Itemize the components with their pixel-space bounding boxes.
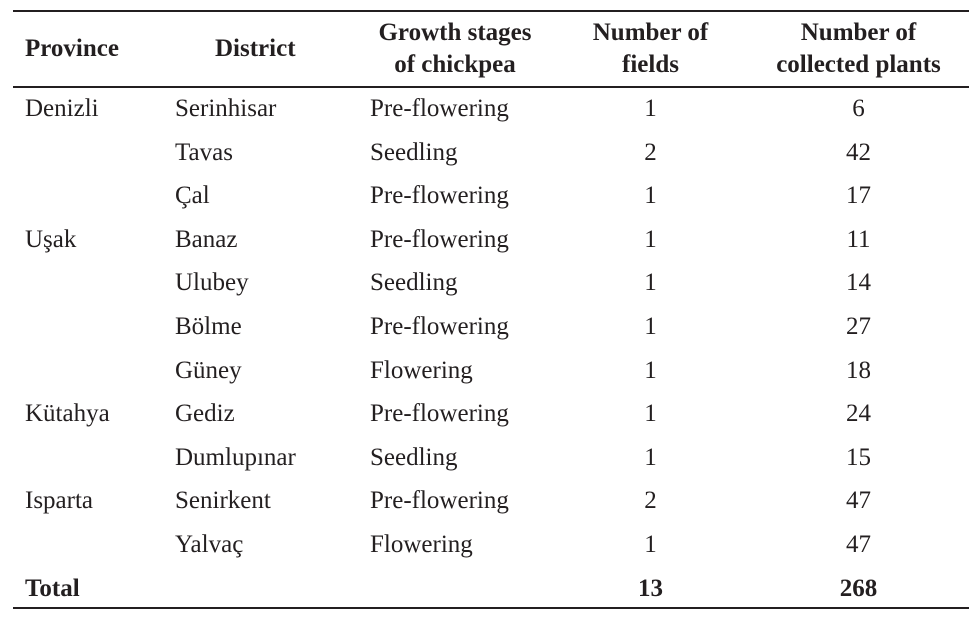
fields-cell: 2 (644, 487, 657, 515)
table-row: Güney Flowering 1 18 (13, 349, 969, 393)
total-row: Total 13 268 (13, 567, 969, 611)
fields-cell: 1 (644, 443, 657, 471)
plants-cell: 17 (846, 182, 871, 210)
top-rule (13, 10, 969, 12)
growth-stage-cell: Flowering (370, 531, 473, 558)
table-row: Bölme Pre-flowering 1 27 (13, 305, 969, 349)
growth-stage-cell: Pre-flowering (370, 225, 509, 253)
growth-stage-cell: Pre-flowering (370, 313, 509, 340)
table-row: Kütahya Gediz Pre-flowering 1 24 (13, 392, 969, 436)
header-rule (13, 86, 969, 88)
plants-cell: 15 (846, 443, 871, 471)
plants-cell: 11 (846, 225, 871, 253)
header-plants-line1: Number of (800, 19, 917, 46)
fields-cell: 1 (644, 531, 657, 558)
growth-stage-cell: Pre-flowering (370, 487, 509, 515)
district-cell: Çal (175, 182, 210, 210)
growth-stage-cell: Pre-flowering (370, 95, 509, 122)
header-district: District (215, 12, 296, 86)
header-fields-line1: Number of (592, 19, 709, 46)
fields-cell: 1 (644, 95, 657, 122)
plants-cell: 6 (852, 95, 865, 122)
header-number-of-fields: Number of fields (572, 12, 729, 86)
plants-cell: 47 (846, 487, 871, 515)
plants-cell: 14 (846, 269, 871, 297)
province-cell: Kütahya (25, 400, 110, 428)
header-district-label: District (215, 35, 296, 62)
fields-cell: 1 (644, 313, 657, 340)
growth-stage-cell: Flowering (370, 356, 473, 384)
province-cell: Uşak (25, 225, 77, 253)
table-row: Çal Pre-flowering 1 17 (13, 174, 969, 218)
fields-cell: 1 (644, 182, 657, 210)
table-row: Isparta Senirkent Pre-flowering 2 47 (13, 479, 969, 523)
growth-stage-cell: Pre-flowering (370, 400, 509, 428)
fields-cell: 2 (644, 138, 657, 166)
district-cell: Bölme (175, 313, 242, 340)
district-cell: Banaz (175, 225, 238, 253)
total-plants-cell: 268 (839, 574, 878, 602)
table-row: Yalvaç Flowering 1 47 (13, 523, 969, 567)
header-fields-line2: fields (622, 51, 679, 78)
plants-cell: 47 (846, 531, 871, 558)
province-cell: Isparta (25, 487, 94, 515)
table-row: Tavas Seedling 2 42 (13, 131, 969, 175)
header-plants-line2: collected plants (776, 51, 941, 78)
bottom-rule (13, 607, 969, 609)
plants-cell: 18 (846, 356, 871, 384)
district-cell: Serinhisar (175, 95, 277, 122)
district-cell: Gediz (175, 400, 235, 428)
district-cell: Dumlupınar (175, 443, 296, 471)
plants-cell: 24 (846, 400, 871, 428)
table-row: Ulubey Seedling 1 14 (13, 261, 969, 305)
header-growth-stage-line1: Growth stages (378, 19, 532, 46)
province-cell: Denizli (25, 95, 99, 122)
table-row: Dumlupınar Seedling 1 15 (13, 436, 969, 480)
plants-cell: 42 (846, 138, 871, 166)
fields-cell: 1 (644, 269, 657, 297)
fields-cell: 1 (644, 225, 657, 253)
total-label: Total (25, 574, 80, 602)
growth-stage-cell: Pre-flowering (370, 182, 509, 210)
district-cell: Güney (175, 356, 242, 384)
district-cell: Ulubey (175, 269, 249, 297)
growth-stage-cell: Seedling (370, 443, 458, 471)
total-fields-cell: 13 (638, 574, 663, 602)
table-row: Denizli Serinhisar Pre-flowering 1 6 (13, 87, 969, 131)
growth-stage-cell: Seedling (370, 269, 458, 297)
header-number-of-collected-plants: Number of collected plants (761, 12, 956, 86)
district-cell: Tavas (175, 138, 233, 166)
district-cell: Senirkent (175, 487, 271, 515)
fields-cell: 1 (644, 356, 657, 384)
table-row: Uşak Banaz Pre-flowering 1 11 (13, 218, 969, 262)
growth-stage-cell: Seedling (370, 138, 458, 166)
header-growth-stage: Growth stages of chickpea (360, 12, 550, 86)
header-growth-stage-line2: of chickpea (394, 51, 516, 78)
plants-cell: 27 (846, 313, 871, 340)
table-header: Province District Growth stages of chick… (13, 12, 969, 86)
header-province: Province (25, 12, 119, 86)
header-province-label: Province (25, 35, 119, 62)
fields-cell: 1 (644, 400, 657, 428)
district-cell: Yalvaç (175, 531, 244, 558)
